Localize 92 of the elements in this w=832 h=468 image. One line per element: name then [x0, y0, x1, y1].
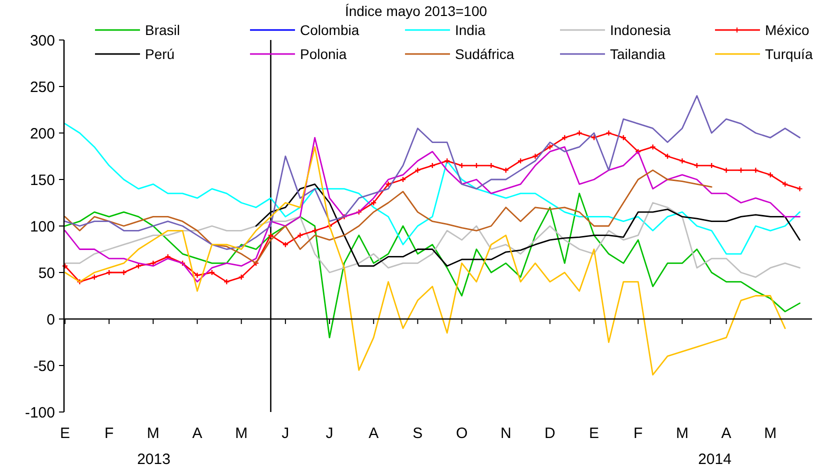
line-series: [64, 146, 786, 376]
point: [679, 158, 686, 164]
x-tick-label: A: [368, 425, 379, 442]
x-tick-label: A: [192, 425, 202, 442]
point: [517, 158, 524, 164]
point: [650, 144, 656, 150]
x-tick-label: M: [235, 425, 248, 442]
point: [752, 167, 759, 174]
point: [297, 232, 304, 238]
point: [400, 176, 406, 183]
legend-label: India: [455, 22, 486, 38]
y-tick-label: -50: [33, 358, 55, 375]
x-tick-label: O: [456, 425, 468, 442]
point: [91, 274, 98, 280]
x-tick-label: F: [634, 425, 643, 442]
point: [135, 262, 142, 270]
point: [473, 162, 480, 169]
legend-label: Perú: [145, 46, 175, 62]
y-tick-label: 0: [46, 311, 55, 328]
point: [664, 153, 671, 160]
legend-label: Sudáfrica: [455, 46, 514, 62]
line-series: [64, 192, 800, 338]
legend-label: Polonia: [300, 46, 347, 62]
point: [268, 232, 274, 238]
point: [620, 134, 627, 141]
point: [635, 148, 642, 155]
point: [179, 260, 186, 266]
point: [208, 269, 216, 276]
point: [238, 274, 244, 280]
point: [488, 162, 494, 169]
point: [120, 269, 127, 276]
point: [414, 167, 421, 174]
point: [723, 167, 730, 174]
point: [546, 144, 554, 150]
point: [606, 130, 612, 136]
y-tick-label: 200: [30, 125, 55, 142]
x-tick-label: A: [721, 425, 732, 442]
point: [194, 272, 200, 278]
y-tick-label: -100: [24, 404, 55, 422]
point: [590, 134, 598, 141]
line-series: [255, 183, 800, 267]
x-tick-label: J: [282, 425, 290, 442]
point: [224, 278, 230, 285]
point: [164, 254, 171, 260]
point: [562, 134, 568, 141]
point: [370, 200, 377, 206]
point: [782, 181, 788, 188]
text: 2013: [137, 451, 170, 468]
point: [738, 167, 744, 174]
point: [106, 269, 112, 276]
x-tick-label: E: [589, 425, 600, 442]
y-tick-label: 300: [30, 32, 55, 50]
legend-label: Indonesia: [610, 22, 671, 38]
x-tick-label: M: [146, 425, 160, 442]
point: [356, 208, 362, 216]
y-tick-label: 50: [38, 264, 55, 282]
x-tick-label: S: [412, 425, 423, 442]
point: [767, 172, 774, 178]
legend-label: Tailandia: [610, 46, 666, 62]
x-tick-label: F: [104, 425, 114, 442]
legend-label: México: [765, 22, 810, 38]
point: [252, 260, 260, 266]
x-tick-label: D: [544, 425, 556, 442]
point: [341, 214, 348, 220]
x-tick-label: N: [500, 425, 512, 442]
point: [429, 162, 436, 169]
point: [282, 242, 289, 248]
x-tick-label: J: [326, 425, 334, 442]
legend-label: Brasil: [145, 22, 180, 38]
point: [576, 130, 582, 136]
y-tick-label: 150: [30, 172, 55, 189]
y-tick-label: 250: [30, 78, 55, 96]
point: [444, 158, 450, 164]
point: [312, 228, 318, 234]
line-series: [64, 123, 800, 255]
text: 2014: [698, 451, 732, 468]
x-tick-label: M: [676, 425, 688, 442]
x-tick-label: M: [764, 425, 777, 442]
legend-label: Turquía: [765, 46, 813, 62]
point: [532, 153, 538, 160]
x-tick-label: E: [60, 425, 70, 442]
point: [708, 162, 715, 169]
point: [694, 162, 700, 169]
legend-label: Colombia: [300, 22, 360, 38]
point: [76, 278, 83, 285]
line-series: [64, 95, 800, 250]
chart-title: Índice mayo 2013=100: [344, 3, 488, 19]
line-series: [64, 170, 712, 264]
y-tick-label: 100: [30, 218, 55, 236]
point: [458, 162, 465, 169]
line-series: [64, 202, 800, 278]
point: [502, 167, 509, 174]
